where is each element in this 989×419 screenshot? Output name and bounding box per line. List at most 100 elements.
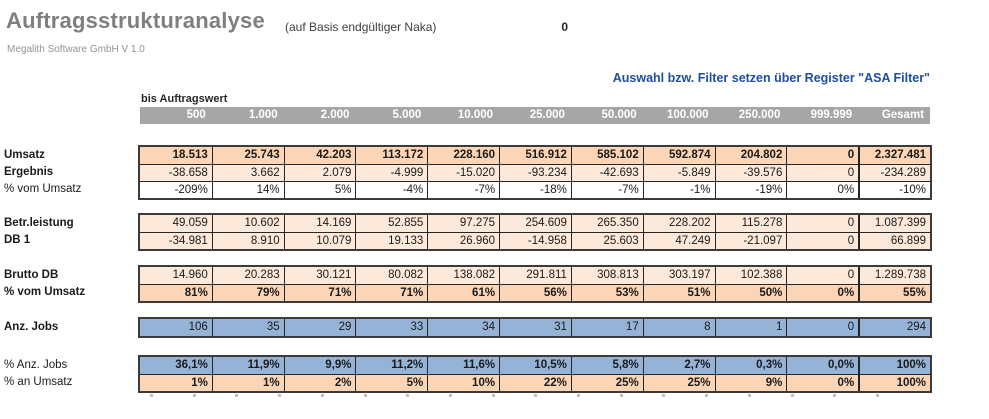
table-cell[interactable]: 100% — [858, 375, 930, 391]
table-cell[interactable]: 228.160 — [427, 147, 499, 164]
table-cell[interactable]: 25.603 — [570, 233, 643, 249]
table-cell[interactable]: 47.249 — [642, 233, 715, 249]
table-cell[interactable]: -42.693 — [570, 165, 643, 181]
table-cell[interactable]: 25% — [570, 375, 643, 391]
table-cell[interactable]: 49.059 — [172, 217, 208, 229]
table-cell[interactable]: 516.912 — [499, 147, 571, 164]
column-header-500[interactable]: 500 — [186, 109, 206, 121]
table-cell[interactable]: -15.020 — [427, 165, 499, 181]
table-cell[interactable]: 11,9% — [211, 357, 284, 374]
table-cell[interactable]: 9,9% — [283, 357, 356, 374]
table-cell[interactable]: -10% — [858, 182, 930, 198]
table-cell[interactable]: 14.169 — [283, 215, 356, 232]
row-label[interactable]: Anz. Jobs — [4, 321, 59, 333]
column-header-999-999[interactable]: 999.999 — [810, 109, 853, 121]
column-header-1-000[interactable]: 1.000 — [248, 109, 278, 121]
table-cell[interactable]: 228.202 — [642, 215, 715, 232]
table-cell[interactable]: 26.960 — [427, 233, 499, 249]
row-label[interactable]: % vom Umsatz — [4, 286, 86, 298]
table-cell[interactable]: 19.133 — [355, 233, 427, 249]
table-cell[interactable]: 33 — [355, 319, 427, 336]
row-label[interactable]: % an Umsatz — [4, 376, 73, 388]
table-cell[interactable]: -209% — [174, 184, 208, 196]
column-header-5-000[interactable]: 5.000 — [392, 109, 422, 121]
table-cell[interactable]: 308.813 — [570, 267, 643, 284]
table-cell[interactable]: 0 — [786, 233, 858, 249]
table-cell[interactable]: 2.327.481 — [858, 147, 930, 164]
table-cell[interactable]: 10,5% — [499, 357, 571, 374]
table-cell[interactable]: -7% — [427, 182, 499, 198]
table-cell[interactable]: 56% — [499, 285, 571, 301]
table-cell[interactable]: 1 — [714, 319, 787, 336]
table-cell[interactable]: 106 — [188, 321, 208, 333]
table-cell[interactable]: -18% — [499, 182, 571, 198]
table-cell[interactable]: -7% — [570, 182, 643, 198]
table-cell[interactable]: 31 — [499, 319, 571, 336]
column-header-2-000[interactable]: 2.000 — [320, 109, 350, 121]
row-label[interactable]: % vom Umsatz — [4, 183, 82, 195]
table-cell[interactable]: -4.999 — [355, 165, 427, 181]
table-cell[interactable]: 0 — [786, 215, 858, 232]
table-cell[interactable]: 585.102 — [570, 147, 643, 164]
table-cell[interactable]: 0,3% — [714, 357, 787, 374]
table-cell[interactable]: 10.602 — [211, 215, 284, 232]
table-cell[interactable]: 1% — [191, 377, 208, 389]
table-cell[interactable]: 51% — [642, 285, 715, 301]
table-cell[interactable]: 35 — [211, 319, 284, 336]
table-cell[interactable]: 17 — [570, 319, 643, 336]
table-cell[interactable]: 10% — [427, 375, 499, 391]
table-cell[interactable]: -5.849 — [642, 165, 715, 181]
table-cell[interactable]: 303.197 — [642, 267, 715, 284]
column-header-10-000[interactable]: 10.000 — [457, 109, 494, 121]
table-cell[interactable]: 294 — [858, 319, 930, 336]
table-cell[interactable]: 1.289.738 — [858, 267, 930, 284]
table-cell[interactable]: 50% — [714, 285, 787, 301]
row-label[interactable]: Betr.leistung — [4, 217, 74, 229]
table-cell[interactable]: 0 — [786, 147, 858, 164]
table-cell[interactable]: 1% — [211, 375, 284, 391]
table-cell[interactable]: 2.079 — [283, 165, 356, 181]
table-cell[interactable]: 265.350 — [570, 215, 643, 232]
table-cell[interactable]: 61% — [427, 285, 499, 301]
table-cell[interactable]: -1% — [642, 182, 715, 198]
header-zero-cell[interactable]: 0 — [561, 20, 568, 34]
table-cell[interactable]: -19% — [714, 182, 787, 198]
table-cell[interactable]: 20.283 — [211, 267, 284, 284]
table-cell[interactable]: 55% — [858, 285, 930, 301]
table-cell[interactable]: 71% — [283, 285, 356, 301]
table-cell[interactable]: 0% — [786, 182, 858, 198]
table-cell[interactable]: 18.513 — [172, 149, 208, 161]
column-header-250-000[interactable]: 250.000 — [738, 109, 781, 121]
table-cell[interactable]: 0% — [786, 375, 858, 391]
row-label[interactable]: DB 1 — [4, 234, 31, 246]
table-cell[interactable]: -93.234 — [499, 165, 571, 181]
table-cell[interactable]: 100% — [858, 357, 930, 374]
table-cell[interactable]: 0 — [786, 165, 858, 181]
table-cell[interactable]: 0,0% — [786, 357, 858, 374]
table-cell[interactable]: 29 — [283, 319, 356, 336]
table-cell[interactable]: 71% — [355, 285, 427, 301]
table-cell[interactable]: 115.278 — [714, 215, 787, 232]
row-label[interactable]: % Anz. Jobs — [4, 359, 68, 371]
table-cell[interactable]: 11,6% — [427, 357, 499, 374]
table-cell[interactable]: 0% — [786, 285, 858, 301]
table-cell[interactable]: 79% — [211, 285, 284, 301]
table-cell[interactable]: 5,8% — [570, 357, 643, 374]
table-cell[interactable]: 9% — [714, 375, 787, 391]
table-cell[interactable]: 42.203 — [283, 147, 356, 164]
table-cell[interactable]: 66.899 — [858, 233, 930, 249]
table-cell[interactable]: 30.121 — [283, 267, 356, 284]
row-label[interactable]: Umsatz — [4, 149, 45, 161]
table-cell[interactable]: 113.172 — [355, 147, 427, 164]
row-label[interactable]: Brutto DB — [4, 269, 59, 281]
table-cell[interactable]: 5% — [355, 375, 427, 391]
table-cell[interactable]: -21.097 — [714, 233, 787, 249]
table-cell[interactable]: -34.981 — [168, 235, 208, 247]
table-cell[interactable]: 53% — [570, 285, 643, 301]
table-cell[interactable]: -39.576 — [714, 165, 787, 181]
table-cell[interactable]: 25.743 — [211, 147, 284, 164]
table-cell[interactable]: 34 — [427, 319, 499, 336]
table-cell[interactable]: 36,1% — [175, 359, 208, 371]
table-cell[interactable]: 1.087.399 — [858, 215, 930, 232]
table-cell[interactable]: 291.811 — [499, 267, 571, 284]
